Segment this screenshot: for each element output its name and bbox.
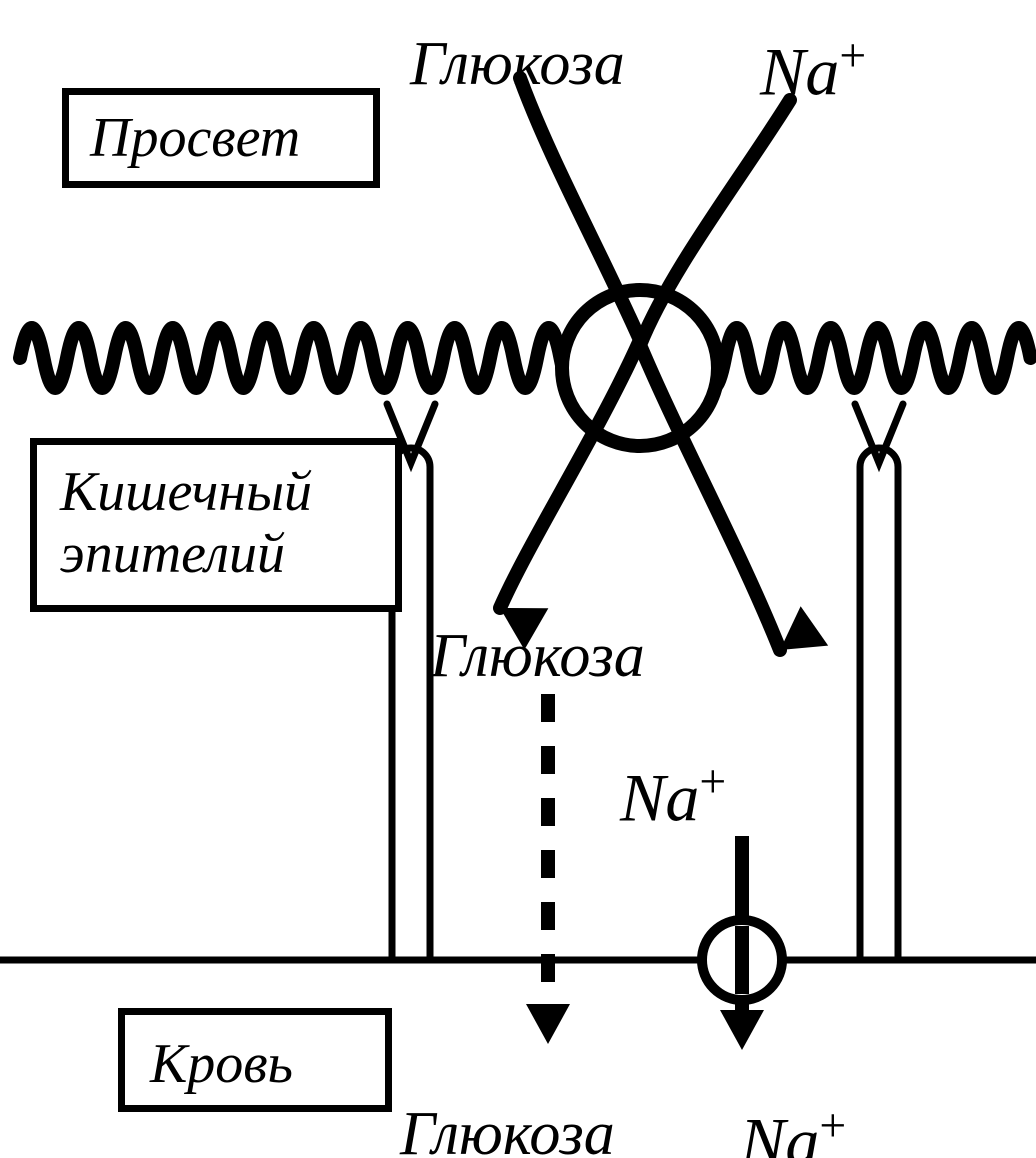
symport-transporter-icon [562,290,718,446]
microvilli-band [20,328,1031,388]
label-glucose-top: Глюкоза [410,30,625,98]
arrow-na-out-head [720,1010,764,1050]
label-epithelium-1: Кишечный [60,462,312,524]
label-glucose-mid: Глюкоза [430,622,645,690]
label-na-mid: Na+ [620,756,726,835]
diagram-stage: { "canvas": { "width": 1036, "height": 1… [0,0,1036,1158]
cell-wall-right [860,448,898,960]
label-lumen: Просвет [90,108,300,170]
arrow-na-in-head [780,606,828,650]
label-glucose-bottom: Глюкоза [400,1100,615,1158]
label-na-top: Na+ [760,30,866,109]
arrow-glucose-out-head [526,1004,570,1044]
label-epithelium-2: эпителий [60,524,285,586]
label-na-bottom: Na+ [740,1100,846,1158]
label-blood: Кровь [150,1034,293,1096]
